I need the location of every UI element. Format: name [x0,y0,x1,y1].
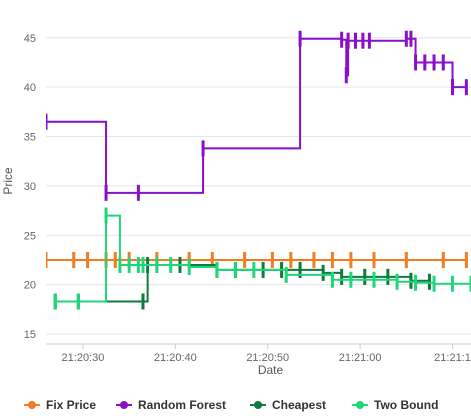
x-tick-label: 21:21:00 [339,352,382,364]
legend-marker [356,401,364,409]
y-tick-label: 35 [24,132,36,144]
series-line [46,37,467,194]
legend-label: Random Forest [138,398,226,412]
legend-label: Two Bound [374,398,438,412]
series-fix-price [46,252,468,269]
legend[interactable]: Fix Price Random Forest Cheapest Two Bound [24,398,438,412]
legend-marker [120,401,128,409]
y-tick-label: 15 [24,329,36,341]
series-layer [46,30,471,310]
legend-marker [254,401,262,409]
y-axis-title: Price [1,167,15,195]
legend-marker [28,401,36,409]
legend-item-fix-price[interactable]: Fix Price [24,398,96,412]
legend-item-two-bound[interactable]: Two Bound [352,398,438,412]
series-line [55,263,431,303]
series-random-forest [46,30,468,201]
x-tick-label: 21:20:30 [62,352,105,364]
y-tick-label: 25 [24,230,36,242]
gridlines [46,37,471,335]
legend-item-cheapest[interactable]: Cheapest [250,398,326,412]
axes: 15 20 25 30 35 40 45 21:20:30 21:20:40 21:20:50 21… [1,33,471,377]
x-tick-label: 21:20:50 [246,352,289,364]
legend-item-random-forest[interactable]: Random Forest [116,398,226,412]
y-tick-label: 30 [24,181,36,193]
y-tick-label: 45 [24,33,36,45]
legend-label: Cheapest [272,398,326,412]
x-axis-title: Date [258,363,284,377]
y-tick-label: 20 [24,280,36,292]
y-tick-label: 40 [24,82,36,94]
series-line [55,214,471,303]
x-tick-label: 21:21:1 [434,352,471,364]
x-tick-label: 21:20:40 [154,352,197,364]
legend-label: Fix Price [46,398,96,412]
series-two-bound [53,207,471,310]
